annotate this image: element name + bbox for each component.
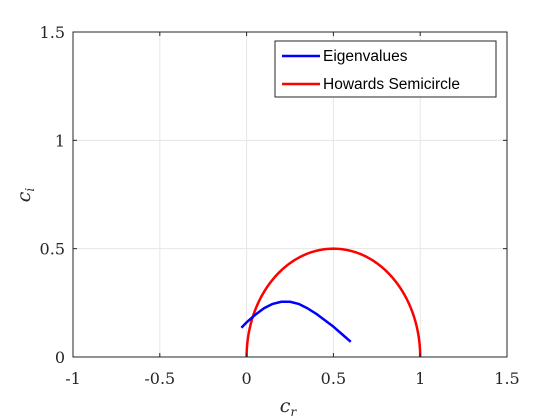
- legend-box: [274, 40, 497, 98]
- x-tick-label: 0.5: [321, 369, 346, 388]
- y-tick-label: 0.5: [40, 240, 65, 259]
- x-tick-label: 1.5: [494, 369, 519, 388]
- y-tick-label: 1.5: [40, 23, 65, 42]
- x-axis-label: cr: [280, 395, 298, 419]
- legend: Eigenvalues Howards Semicircle: [274, 40, 497, 98]
- series-layer: [240, 247, 422, 358]
- y-tick-label: 1: [55, 131, 65, 150]
- x-tick-label: 0: [242, 369, 252, 388]
- series-howards-semicircle: [245, 247, 422, 358]
- plot-frame: [72, 31, 508, 358]
- y-tick-label: 0: [55, 348, 65, 367]
- legend-label-eigenvalues: Eigenvalues: [323, 48, 408, 65]
- x-tick-label: -0.5: [144, 369, 175, 388]
- series-eigenvalues: [240, 300, 352, 343]
- y-axis-label: ci: [13, 188, 37, 203]
- ticks: -1 -0.5 0 0.5 1 1.5 0 0.5 1 1.5: [40, 23, 520, 388]
- legend-label-howards-semicircle: Howards Semicircle: [323, 76, 460, 93]
- x-tick-label: -1: [65, 369, 81, 388]
- x-tick-label: 1: [415, 369, 425, 388]
